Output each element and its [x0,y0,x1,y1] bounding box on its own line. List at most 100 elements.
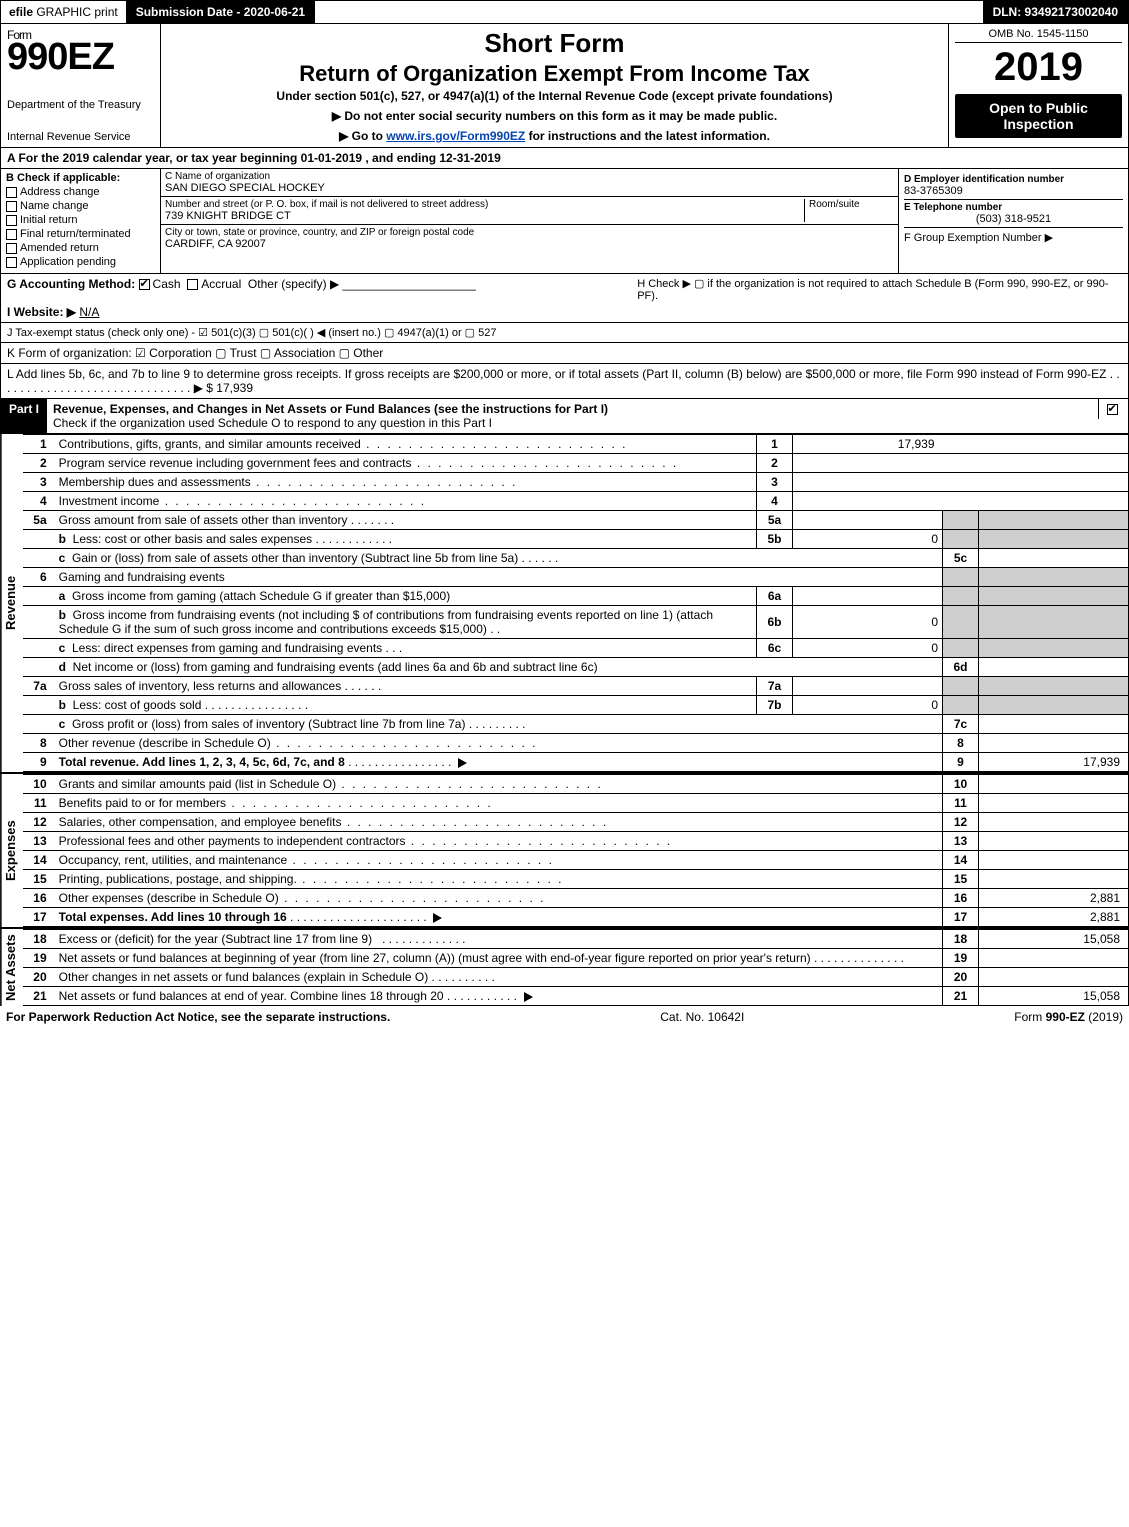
chk-application-pending[interactable]: Application pending [6,256,155,268]
website-value: N/A [79,305,99,319]
col-b-title: B Check if applicable: [6,172,155,184]
line-19: 19Net assets or fund balances at beginni… [23,949,1129,968]
line-8: 8Other revenue (describe in Schedule O)8 [23,734,1129,753]
city: CARDIFF, CA 92007 [165,238,894,250]
part-i-check: Check if the organization used Schedule … [53,416,492,430]
submission-date: Submission Date - 2020-06-21 [126,1,315,23]
city-block: City or town, state or province, country… [161,225,898,252]
period-row: A For the 2019 calendar year, or tax yea… [0,148,1129,169]
addr: 739 KNIGHT BRIDGE CT [165,210,804,222]
org-name-block: C Name of organization SAN DIEGO SPECIAL… [161,169,898,197]
g-label: G Accounting Method: [7,277,135,291]
line-5a: 5aGross amount from sale of assets other… [23,511,1129,530]
line-2: 2Program service revenue including gover… [23,454,1129,473]
org-name: SAN DIEGO SPECIAL HOCKEY [165,182,894,194]
row-l-amount: $ 17,939 [206,381,253,395]
goto-pre: ▶ Go to [339,129,386,143]
short-form-title: Short Form [167,28,942,59]
addr-label: Number and street (or P. O. box, if mail… [165,199,804,210]
line-7c: c Gross profit or (loss) from sales of i… [23,715,1129,734]
line-6d: d Net income or (loss) from gaming and f… [23,658,1129,677]
line-13: 13Professional fees and other payments t… [23,832,1129,851]
chk-final-return[interactable]: Final return/terminated [6,228,155,240]
tel: (503) 318-9521 [904,213,1123,225]
goto-line: ▶ Go to www.irs.gov/Form990EZ for instru… [167,129,942,143]
efile-rest: GRAPHIC print [33,5,118,19]
footer-left: For Paperwork Reduction Act Notice, see … [6,1010,390,1024]
line-21: 21Net assets or fund balances at end of … [23,987,1129,1006]
form-header: Form 990EZ Department of the Treasury In… [0,24,1129,148]
col-b: B Check if applicable: Address change Na… [1,169,161,273]
department: Department of the Treasury [7,99,154,111]
ssn-warning: ▶ Do not enter social security numbers o… [167,109,942,123]
goto-post: for instructions and the latest informat… [525,129,770,143]
chk-accrual[interactable] [187,279,198,290]
irs: Internal Revenue Service [7,131,154,143]
line-15: 15Printing, publications, postage, and s… [23,870,1129,889]
org-name-label: C Name of organization [165,171,894,182]
line-7a: 7aGross sales of inventory, less returns… [23,677,1129,696]
footer: For Paperwork Reduction Act Notice, see … [0,1006,1129,1028]
netassets-label: Net Assets [1,929,23,1006]
city-label: City or town, state or province, country… [165,227,894,238]
revenue-table: 1Contributions, gifts, grants, and simil… [23,434,1129,772]
line-6b: b Gross income from fundraising events (… [23,606,1129,639]
line-20: 20Other changes in net assets or fund ba… [23,968,1129,987]
row-l-text: L Add lines 5b, 6c, and 7b to line 9 to … [7,367,1120,395]
part-i-badge: Part I [1,399,47,433]
info-grid: B Check if applicable: Address change Na… [0,169,1129,274]
footer-right: Form 990-EZ (2019) [1014,1010,1123,1024]
chk-address-change[interactable]: Address change [6,186,155,198]
return-title: Return of Organization Exempt From Incom… [167,61,942,87]
form-number-block: Form 990EZ Department of the Treasury In… [1,24,161,147]
omb-number: OMB No. 1545-1150 [955,28,1122,43]
line-16: 16Other expenses (describe in Schedule O… [23,889,1129,908]
part-i-checkbox[interactable] [1098,399,1128,419]
g-other: Other (specify) ▶ [248,277,339,291]
line-7b: b Less: cost of goods sold . . . . . . .… [23,696,1129,715]
group-exemption: F Group Exemption Number ▶ [904,228,1123,244]
chk-name-change[interactable]: Name change [6,200,155,212]
ein-label: D Employer identification number [904,174,1123,185]
chk-initial-return[interactable]: Initial return [6,214,155,226]
col-c: C Name of organization SAN DIEGO SPECIAL… [161,169,898,273]
room-label: Room/suite [809,199,894,210]
open-to-public: Open to Public Inspection [955,94,1122,138]
line-5b: b Less: cost or other basis and sales ex… [23,530,1129,549]
line-17: 17Total expenses. Add lines 10 through 1… [23,908,1129,927]
goto-link[interactable]: www.irs.gov/Form990EZ [386,129,525,143]
footer-mid: Cat. No. 10642I [660,1010,744,1024]
arrow-icon [433,913,442,923]
efile-bold: efile [9,5,33,19]
form-number: Form 990EZ [7,28,154,79]
expenses-section: Expenses 10Grants and similar amounts pa… [0,772,1129,927]
efile-label: efile GRAPHIC print [1,1,126,23]
ein-block: D Employer identification number 83-3765… [904,172,1123,200]
row-g-h: G Accounting Method: Cash Accrual Other … [0,274,1129,323]
line-4: 4Investment income4 [23,492,1129,511]
form-990ez: 990EZ [7,36,114,78]
expenses-label: Expenses [1,774,23,927]
top-bar: efile GRAPHIC print Submission Date - 20… [0,0,1129,24]
part-i-title: Revenue, Expenses, and Changes in Net As… [47,399,1098,433]
line-14: 14Occupancy, rent, utilities, and mainte… [23,851,1129,870]
line-1: 1Contributions, gifts, grants, and simil… [23,435,1129,454]
chk-amended-return[interactable]: Amended return [6,242,155,254]
tel-block: E Telephone number (503) 318-9521 [904,200,1123,228]
line-11: 11Benefits paid to or for members11 [23,794,1129,813]
line-6a: a Gross income from gaming (attach Sched… [23,587,1129,606]
arrow-icon [458,758,467,768]
revenue-label: Revenue [1,434,23,772]
tax-year: 2019 [955,45,1122,90]
line-18: 18Excess or (deficit) for the year (Subt… [23,930,1129,949]
row-h: H Check ▶ ▢ if the organization is not r… [637,277,1122,319]
revenue-section: Revenue 1Contributions, gifts, grants, a… [0,434,1129,772]
expenses-table: 10Grants and similar amounts paid (list … [23,774,1129,927]
ein: 83-3765309 [904,185,1123,197]
line-5c: c Gain or (loss) from sale of assets oth… [23,549,1129,568]
chk-cash[interactable] [139,279,150,290]
line-3: 3Membership dues and assessments3 [23,473,1129,492]
line-12: 12Salaries, other compensation, and empl… [23,813,1129,832]
row-j: J Tax-exempt status (check only one) - ☑… [0,323,1129,343]
subtitle: Under section 501(c), 527, or 4947(a)(1)… [167,89,942,103]
